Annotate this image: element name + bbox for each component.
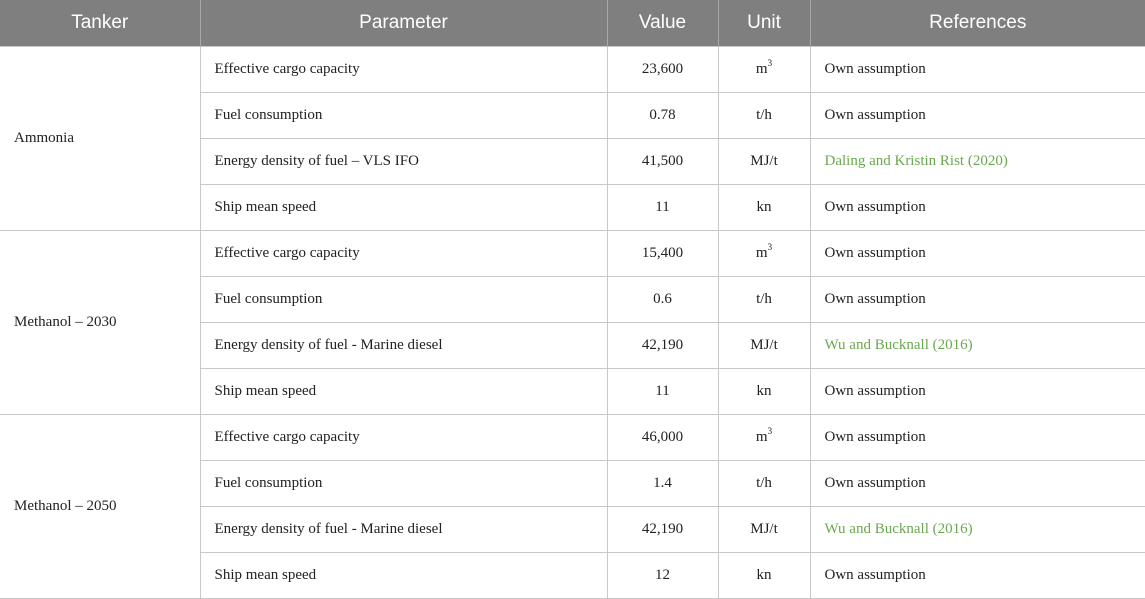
parameter-cell: Ship mean speed [200, 552, 608, 599]
table-body: Ammonia Effective cargo capacity 23,600 m3 O… [0, 46, 1145, 599]
unit-text: kn [756, 567, 772, 583]
table-row: Ammonia Effective cargo capacity 23,600 m3 O… [0, 46, 1145, 231]
unit-text: kn [756, 383, 772, 399]
unit-text: m [755, 429, 768, 445]
header-value: Value [606, 0, 718, 47]
tanker-cell: Methanol – 2050 [0, 414, 201, 599]
parameter-cell: Effective cargo capacity [199, 230, 608, 277]
table-row: Energy density of fuel - Marine diesel 42… [0, 506, 1145, 553]
unit-cell: t/h [717, 276, 811, 323]
unit-text: kn [756, 199, 772, 215]
value-cell: 11 [606, 368, 719, 415]
unit-cell: kn [717, 552, 811, 599]
table-row: Methanol – 2050 Effective cargo capacity 4… [0, 414, 1145, 599]
value-cell: 12 [606, 552, 719, 599]
reference-cell: Own assumption [809, 230, 1145, 277]
parameter-cell: Energy density of fuel - Marine diesel [200, 506, 608, 553]
reference-link[interactable]: Wu and Bucknall (2016) [809, 506, 1145, 553]
unit-cell: m3 [717, 414, 811, 461]
parameter-cell: Energy density of fuel - Marine diesel [200, 322, 608, 369]
unit-superscript: 3 [767, 426, 773, 436]
value-cell: 1.4 [606, 460, 719, 507]
parameter-cell: Fuel consumption [200, 460, 608, 507]
unit-superscript: 3 [767, 242, 773, 252]
value-cell: 11 [606, 184, 719, 231]
unit-text: MJ/t [750, 153, 778, 169]
parameter-cell: Fuel consumption [200, 276, 608, 323]
parameter-cell: Energy density of fuel – VLS IFO [200, 138, 608, 185]
reference-cell: Own assumption [809, 276, 1145, 323]
unit-cell: MJ/t [717, 506, 811, 553]
value-cell: 42,190 [606, 506, 719, 553]
unit-cell: kn [717, 184, 811, 231]
parameter-cell: Fuel consumption [200, 92, 608, 139]
table-row: Energy density of fuel – VLS IFO 41,500 MJ… [0, 138, 1145, 185]
table-row: Fuel consumption 0.6 t/h Own assumption [0, 276, 1145, 323]
reference-cell: Own assumption [809, 552, 1145, 599]
reference-link[interactable]: Daling and Kristin Rist (2020) [809, 138, 1145, 185]
header-parameter: Parameter [199, 0, 607, 47]
header-unit: Unit [717, 0, 810, 47]
value-cell: 41,500 [606, 138, 719, 185]
table-row: Energy density of fuel - Marine diesel 42… [0, 322, 1145, 369]
parameter-cell: Ship mean speed [200, 368, 608, 415]
header-references: References [809, 0, 1145, 47]
unit-text: t/h [756, 107, 772, 123]
unit-cell: kn [717, 368, 811, 415]
unit-text: t/h [756, 291, 772, 307]
value-cell: 46,000 [606, 414, 719, 461]
unit-text: m [755, 61, 768, 77]
value-cell: 42,190 [606, 322, 719, 369]
unit-superscript: 3 [767, 58, 773, 68]
table-row: Ship mean speed 11 kn Own assumption [0, 184, 1145, 231]
value-cell: 0.78 [606, 92, 719, 139]
parameter-cell: Effective cargo capacity [199, 46, 608, 93]
unit-cell: MJ/t [717, 322, 811, 369]
unit-cell: m3 [717, 230, 811, 277]
reference-link[interactable]: Wu and Bucknall (2016) [809, 322, 1145, 369]
header-row: Tanker Parameter Value Unit References [0, 0, 1145, 47]
table-row: Methanol – 2030 Effective cargo capacity 1… [0, 230, 1145, 415]
header-tanker: Tanker [0, 0, 200, 47]
parameter-cell: Ship mean speed [200, 184, 608, 231]
reference-cell: Own assumption [809, 46, 1145, 93]
value-cell: 15,400 [606, 230, 719, 277]
unit-cell: t/h [717, 460, 811, 507]
reference-cell: Own assumption [809, 460, 1145, 507]
unit-cell: MJ/t [717, 138, 811, 185]
unit-text: m [755, 245, 768, 261]
value-cell: 23,600 [606, 46, 719, 93]
reference-cell: Own assumption [809, 414, 1145, 461]
unit-text: MJ/t [750, 337, 778, 353]
unit-cell: t/h [717, 92, 811, 139]
value-cell: 0.6 [606, 276, 719, 323]
unit-cell: m3 [717, 46, 811, 93]
unit-text: MJ/t [750, 521, 778, 537]
reference-cell: Own assumption [809, 92, 1145, 139]
parameter-cell: Effective cargo capacity [199, 414, 608, 461]
tanker-cell: Methanol – 2030 [0, 230, 201, 415]
reference-cell: Own assumption [809, 368, 1145, 415]
reference-cell: Own assumption [809, 184, 1145, 231]
tanker-cell: Ammonia [0, 46, 201, 231]
unit-text: t/h [756, 475, 772, 491]
